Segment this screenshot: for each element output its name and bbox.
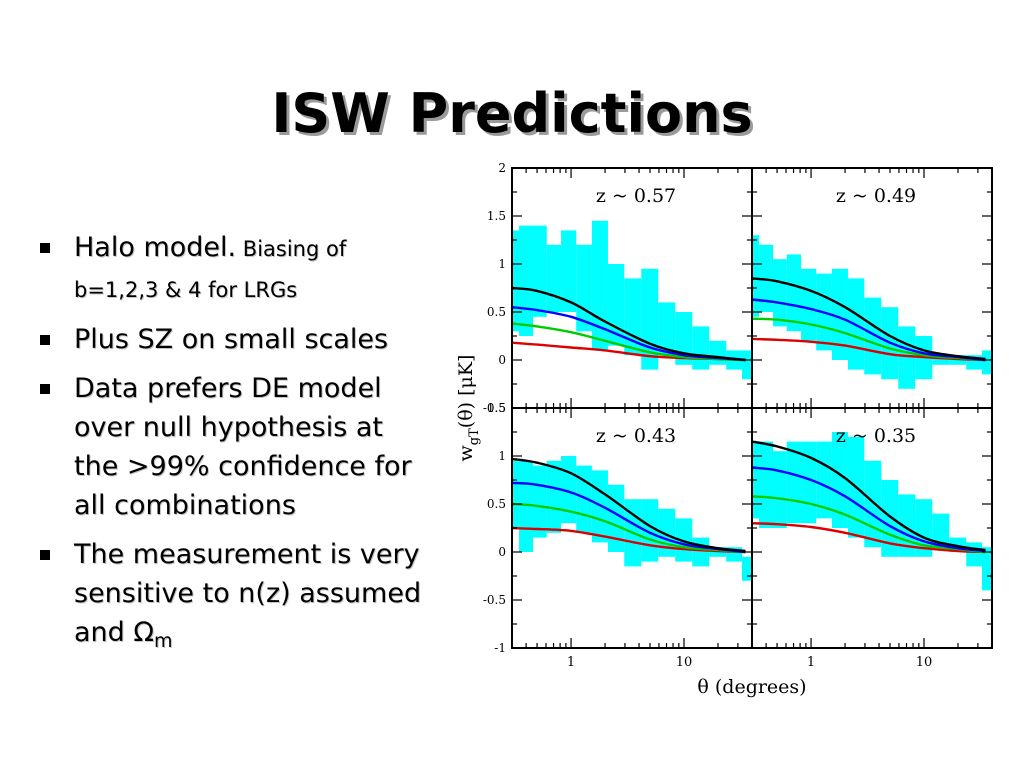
omega-subscript: m: [154, 630, 173, 652]
band-segment: [864, 297, 882, 375]
band-segment: [675, 518, 693, 562]
y-tick-label: -0.5: [483, 593, 506, 607]
model-curve-b4: [751, 277, 986, 361]
panel-label: z ~ 0.35: [836, 425, 916, 447]
band-segment: [773, 259, 787, 327]
band-segment: [624, 278, 642, 356]
slide-title: ISW Predictions: [271, 82, 753, 145]
band-segment: [533, 465, 547, 538]
band-segment: [981, 547, 992, 591]
x-axis-label: θ (degrees): [697, 676, 806, 698]
band-segment: [546, 244, 562, 312]
band-segment: [607, 484, 625, 552]
band-segment: [966, 542, 982, 567]
x-tick-label: 1: [807, 655, 815, 670]
chart-panel: z ~ 0.49: [751, 167, 993, 409]
band-segment: [752, 235, 760, 317]
model-curve-b4: [511, 286, 746, 362]
band-segment: [881, 480, 899, 557]
y-tick-label: -1: [494, 641, 506, 655]
model-curve-b4: [751, 440, 986, 552]
band-segment: [786, 441, 802, 524]
band-segment: [816, 441, 832, 519]
band-segment: [546, 460, 562, 533]
band-segment: [801, 268, 817, 341]
panel-label: z ~ 0.43: [596, 425, 676, 447]
band-segment: [512, 230, 520, 332]
band-segment: [773, 451, 787, 528]
chart-panel: 1.5 1 0.5 0 -0.5 -1 1 10 z ~ 0.43: [483, 401, 753, 670]
bullet-text: Halo model.: [74, 232, 237, 263]
x-tick-label: 10: [916, 655, 933, 670]
y-axis-label: wgT(θ) [μK]: [455, 355, 482, 462]
band-segment: [709, 340, 727, 365]
bullet-text: The measurement is very sensitive to n(z…: [74, 539, 422, 648]
y-tick-label: 1.5: [487, 401, 506, 415]
x-tick-label: 1: [567, 655, 575, 670]
y-tick-label: 0: [498, 353, 506, 367]
y-axis-label-main: w: [455, 444, 477, 461]
chart-panel: 2 1.5 1 0.5 0 -0.5 z ~ 0.57: [483, 161, 753, 415]
bullet-data-prefers: Data prefers DE model over null hypothes…: [34, 369, 434, 525]
band-segment: [932, 513, 950, 548]
x-tick-label: 10: [676, 655, 693, 670]
band-segment: [864, 460, 882, 548]
chart-panel: 1 10 z ~ 0.35: [751, 407, 993, 670]
y-tick-label: 0.5: [487, 305, 506, 319]
y-tick-label: 0.5: [487, 497, 506, 511]
y-axis-label-rest: (θ) [μK]: [455, 355, 477, 429]
bullet-sz: Plus SZ on small scales: [34, 320, 434, 359]
band-segment: [576, 244, 592, 332]
band-segment: [981, 350, 992, 375]
bullet-text: Data prefers DE model over null hypothes…: [74, 373, 412, 521]
omega-symbol: Ω: [133, 617, 155, 648]
band-segment: [561, 230, 577, 312]
bullet-sensitivity: The measurement is very sensitive to n(z…: [34, 535, 434, 661]
panel-label: z ~ 0.57: [596, 185, 676, 207]
isw-chart: 2 1.5 1 0.5 0 -0.5 z ~ 0.57 z ~ 0.49 1.5 1 0.5 0 -0.…: [455, 161, 993, 698]
y-tick-label: -0.5: [483, 401, 506, 415]
y-axis-label-sub: gT: [467, 428, 482, 445]
band-segment: [658, 302, 676, 356]
y-tick-label: 1: [498, 449, 506, 463]
y-tick-label: 0: [498, 545, 506, 559]
band-segment: [512, 460, 520, 528]
band-segment: [519, 225, 534, 336]
band-segment: [692, 537, 710, 567]
band-segment: [831, 268, 848, 360]
model-curve-b3: [751, 466, 986, 553]
model-curve-b1: [751, 522, 986, 554]
band-segment: [932, 355, 950, 365]
band-segment: [786, 254, 802, 332]
band-segment: [759, 441, 774, 528]
y-tick-label: 2: [498, 161, 506, 175]
y-tick-label: 1: [498, 257, 506, 271]
band-segment: [591, 220, 608, 351]
model-curve-b4: [511, 457, 746, 553]
band-segment: [692, 326, 710, 370]
panel-label: z ~ 0.49: [836, 185, 916, 207]
band-segment: [741, 350, 752, 380]
band-segment: [831, 432, 848, 528]
bullet-list: Halo model. Biasing of b=1,2,3 & 4 for L…: [34, 228, 434, 671]
bullet-text: Plus SZ on small scales: [74, 324, 389, 355]
y-tick-label: 1.5: [487, 209, 506, 223]
bullet-detail: Biasing of b=1,2,3 & 4 for LRGs: [74, 237, 347, 302]
band-segment: [759, 244, 774, 312]
band-segment: [533, 225, 547, 317]
band-segment: [741, 556, 752, 581]
bullet-halo-model: Halo model. Biasing of b=1,2,3 & 4 for L…: [34, 228, 434, 310]
